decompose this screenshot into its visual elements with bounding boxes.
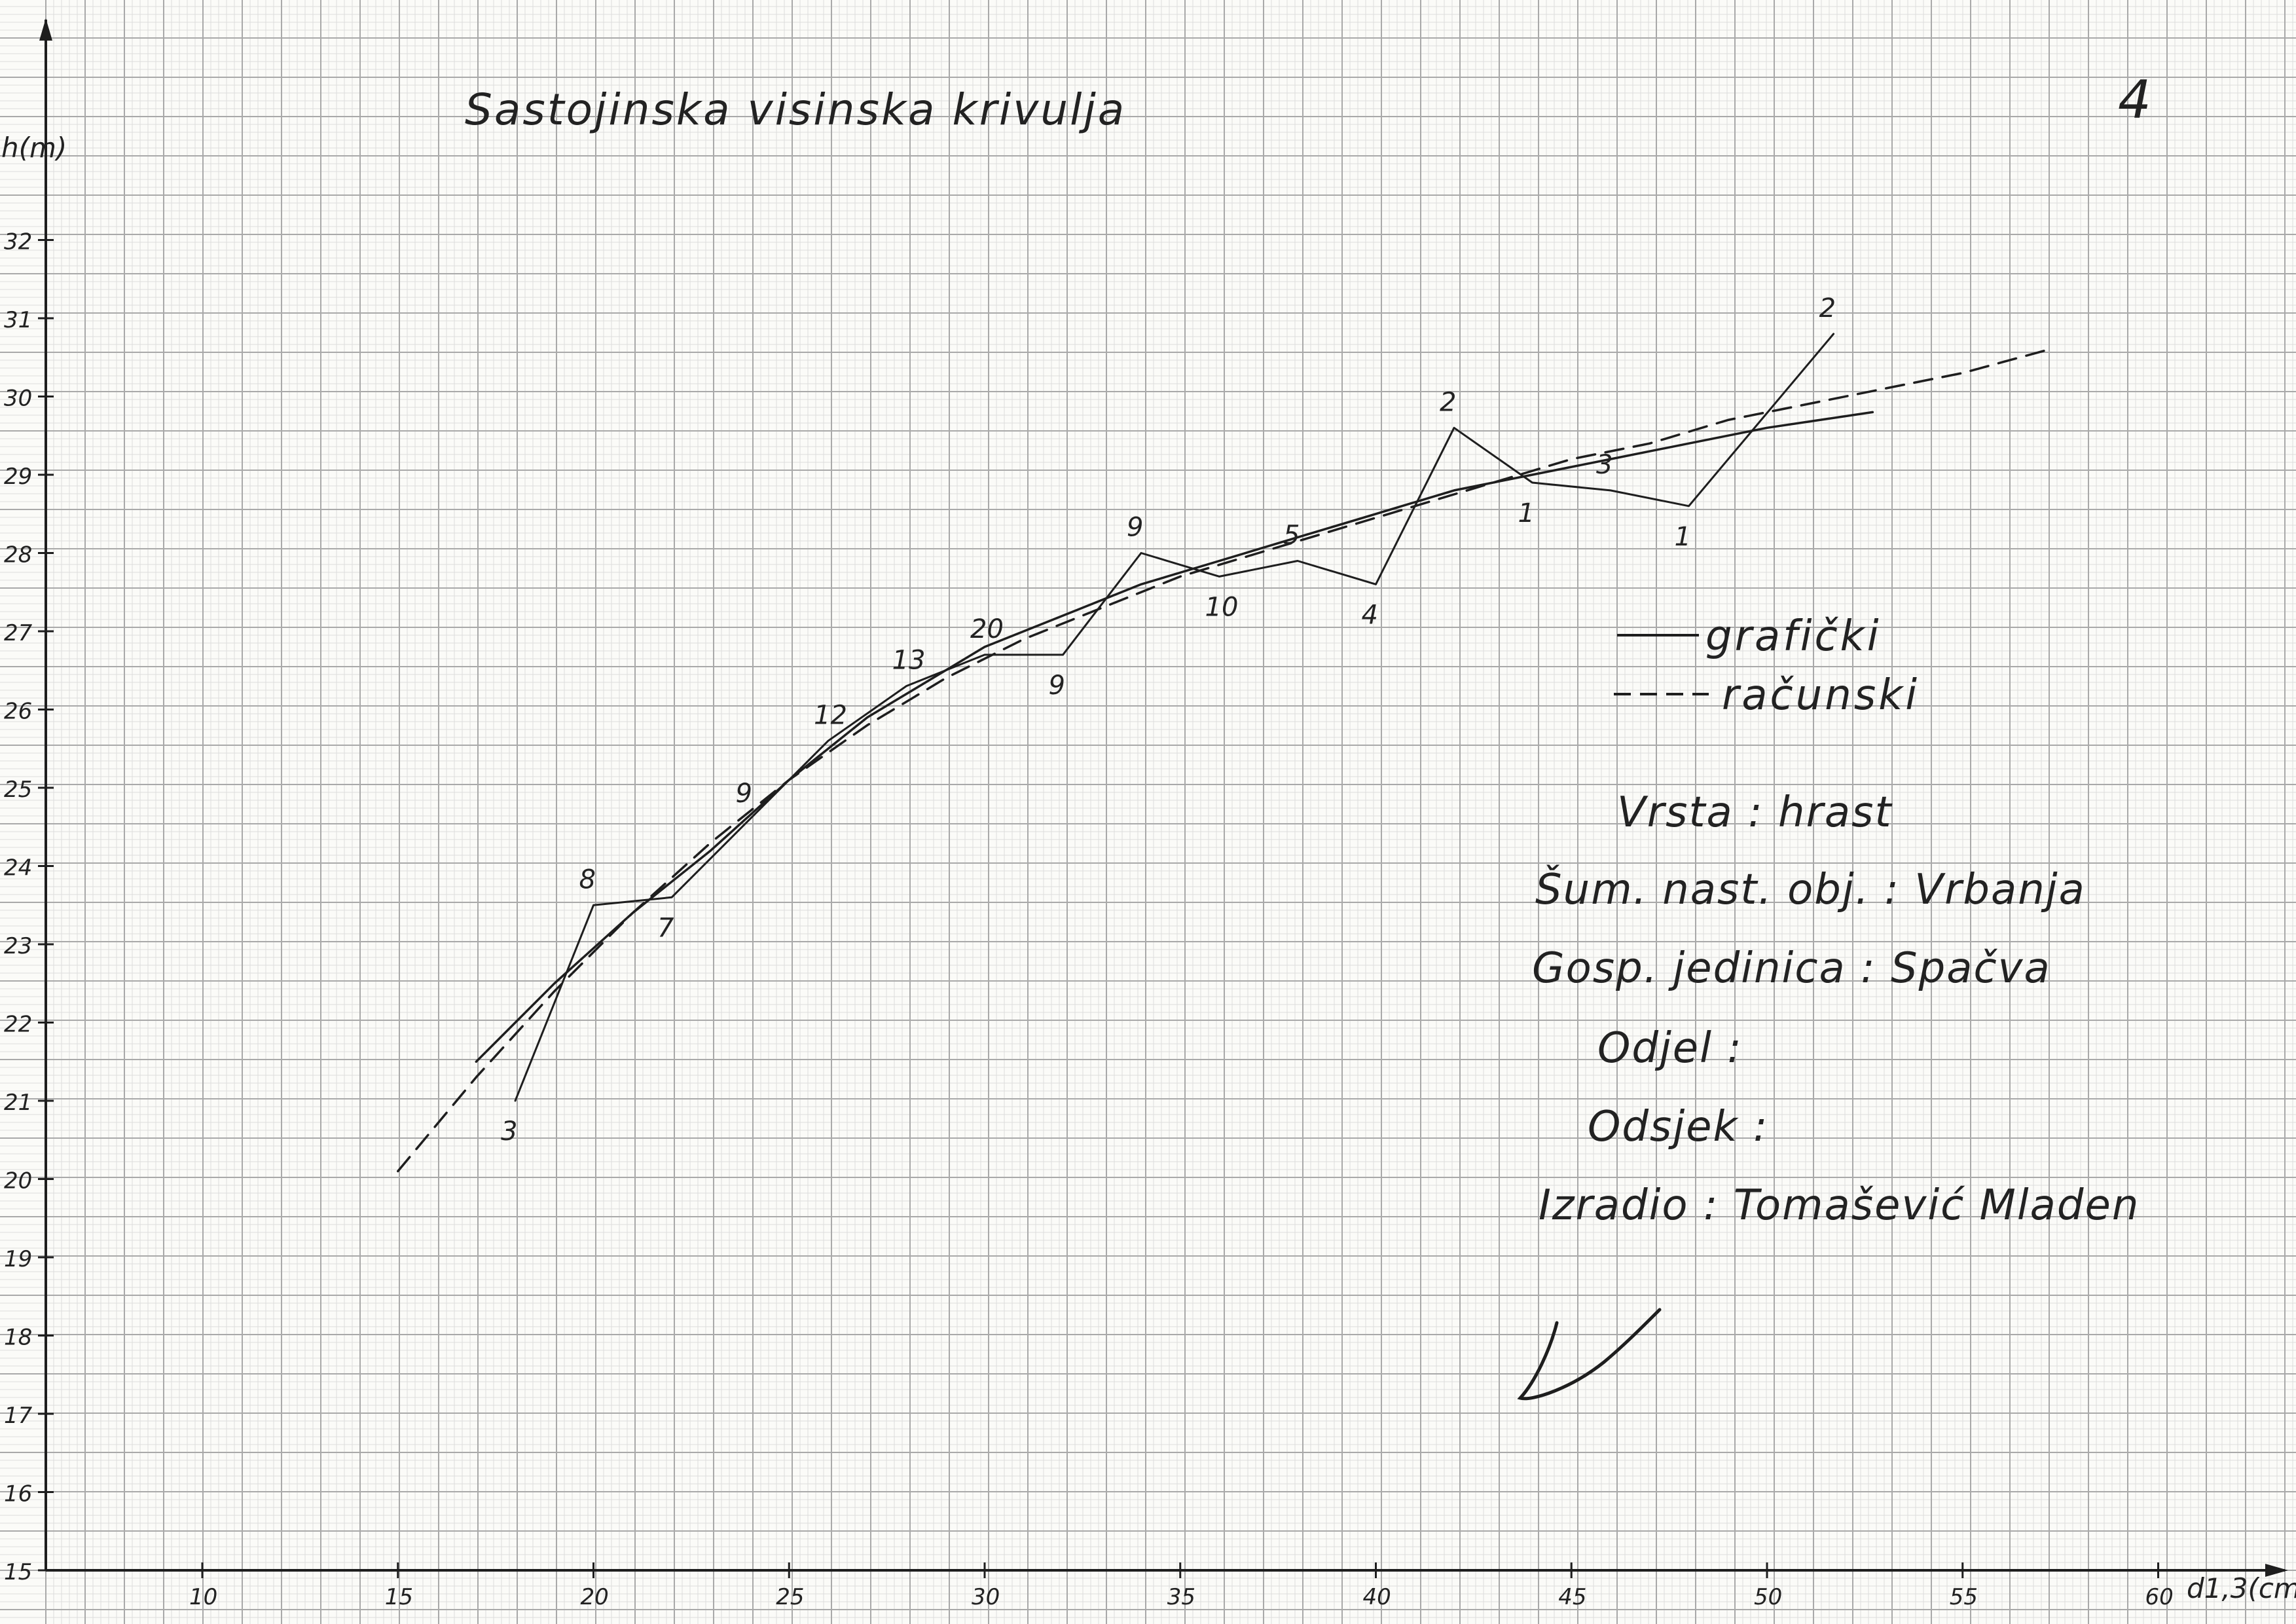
legend-label-graficki: grafički <box>1705 612 1882 661</box>
info-author: Izradio : Tomašević Mladen <box>1539 1181 2140 1230</box>
point-count-label: 7 <box>657 913 674 943</box>
series-layer <box>397 333 2050 1173</box>
page-number: 4 <box>2118 69 2151 130</box>
legend: grafički računski <box>1614 612 1920 720</box>
x-tick-label: 50 <box>1754 1584 1782 1610</box>
axes <box>39 18 2288 1577</box>
point-count-label: 13 <box>892 646 926 676</box>
y-tick-label: 25 <box>4 777 32 803</box>
info-compartment: Odjel : <box>1597 1024 1743 1073</box>
chart-title: Sastojinska visinska krivulja <box>465 84 1126 135</box>
y-tick-label: 24 <box>4 855 32 881</box>
point-count-label: 1 <box>1518 498 1535 528</box>
y-tick-label: 22 <box>4 1012 32 1038</box>
point-count-label: 9 <box>1127 513 1143 543</box>
series-line-measured <box>514 333 1835 1102</box>
point-count-label: 2 <box>1819 293 1836 323</box>
point-count-label: 3 <box>501 1116 517 1147</box>
info-management-unit: Gosp. jedinica : Spačva <box>1532 944 2051 993</box>
point-count-label: 8 <box>579 864 596 895</box>
y-tick-label: 20 <box>4 1168 32 1194</box>
y-ticks: 15 16 17 18 19 20 21 22 23 24 25 26 27 28 29 30 31 32 <box>4 229 54 1585</box>
point-count-label: 20 <box>970 614 1004 644</box>
y-axis-arrow <box>39 18 52 41</box>
x-tick-label: 55 <box>1950 1584 1978 1610</box>
point-count-label: 3 <box>1596 450 1613 480</box>
point-count-label: 12 <box>814 700 847 730</box>
series-line-dashed <box>397 348 2050 1173</box>
y-tick-label: 15 <box>4 1559 32 1585</box>
x-tick-label: 45 <box>1558 1584 1586 1610</box>
point-count-label: 9 <box>736 779 752 809</box>
x-tick-label: 10 <box>189 1584 217 1610</box>
x-tick-label: 30 <box>972 1584 1000 1610</box>
signature <box>1517 1308 1662 1401</box>
x-axis-arrow <box>2265 1564 2288 1577</box>
x-tick-label: 35 <box>1167 1584 1195 1610</box>
point-count-label: 4 <box>1362 600 1378 630</box>
y-tick-label: 26 <box>4 699 32 725</box>
y-tick-label: 31 <box>4 307 32 333</box>
point-count-label: 5 <box>1283 520 1300 550</box>
x-tick-label: 60 <box>2145 1584 2174 1610</box>
y-tick-label: 23 <box>4 933 32 959</box>
point-count-label: 10 <box>1205 592 1239 622</box>
x-tick-label: 15 <box>385 1584 413 1610</box>
y-tick-label: 32 <box>4 229 32 255</box>
x-tick-label: 25 <box>776 1584 804 1610</box>
x-ticks: 10 15 20 25 30 35 40 45 50 55 60 <box>189 1562 2174 1610</box>
info-forest-object: Šum. nast. obj. : Vrbanja <box>1535 864 2086 914</box>
y-tick-label: 28 <box>4 542 32 568</box>
y-tick-label: 29 <box>4 464 32 490</box>
x-axis-label: d1,3(cm) <box>2187 1572 2296 1604</box>
y-tick-label: 21 <box>4 1090 32 1116</box>
info-subcompartment: Odsjek : <box>1588 1103 1768 1151</box>
y-tick-label: 17 <box>4 1403 33 1429</box>
y-tick-label: 16 <box>4 1481 32 1507</box>
legend-label-racunski: računski <box>1722 671 1920 720</box>
y-tick-label: 30 <box>4 386 32 412</box>
series-line-solid <box>475 411 1874 1063</box>
info-species: Vrsta : hrast <box>1617 788 1893 837</box>
y-tick-label: 19 <box>4 1246 32 1272</box>
info-block: Vrsta : hrast Šum. nast. obj. : Vrbanja … <box>1532 788 2140 1230</box>
y-tick-label: 18 <box>4 1325 32 1351</box>
x-tick-label: 40 <box>1363 1584 1391 1610</box>
x-tick-label: 20 <box>581 1584 609 1610</box>
point-count-label: 9 <box>1049 671 1065 701</box>
y-tick-label: 27 <box>4 620 33 646</box>
point-count-label: 1 <box>1675 522 1691 552</box>
y-axis-label: h(m) <box>1 132 67 164</box>
point-count-label: 2 <box>1440 387 1456 417</box>
